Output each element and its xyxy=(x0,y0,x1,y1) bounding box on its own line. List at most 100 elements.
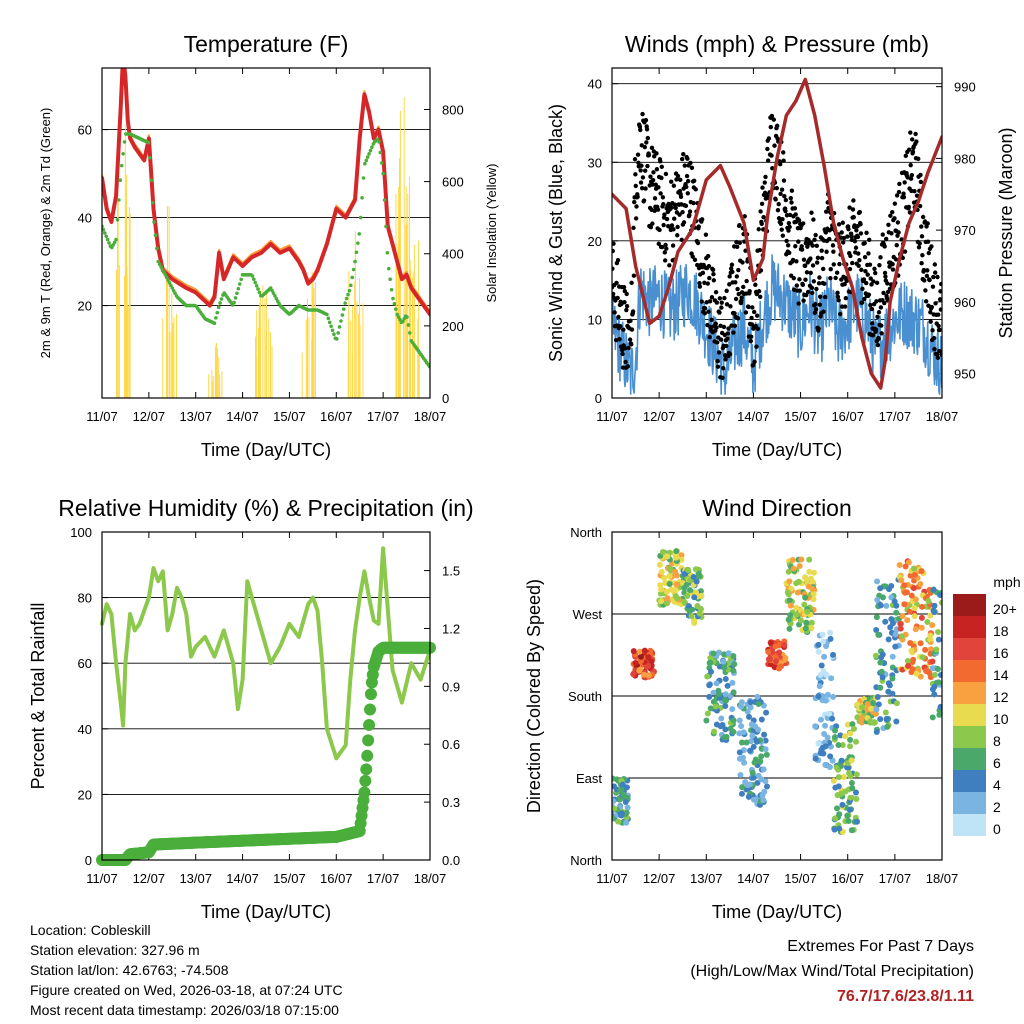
gust-point xyxy=(728,266,734,271)
dewpoint-point xyxy=(112,240,117,245)
direction-point xyxy=(674,595,681,602)
gust-point xyxy=(718,337,724,342)
dewpoint-point xyxy=(250,274,255,278)
direction-point xyxy=(815,648,822,655)
gust-point xyxy=(720,375,725,380)
gust-point xyxy=(702,311,707,316)
x-tick-label: 16/07 xyxy=(831,871,864,886)
gust-point xyxy=(890,261,895,267)
y2-tick-label: 200 xyxy=(442,319,464,334)
gust-point xyxy=(776,216,782,221)
gust-point xyxy=(671,183,677,188)
gust-point xyxy=(793,244,798,249)
gust-point xyxy=(908,176,914,181)
direction-point xyxy=(666,573,673,580)
dewpoint-point xyxy=(351,267,356,272)
gust-point xyxy=(624,291,629,297)
direction-point xyxy=(722,676,729,683)
dewpoint-point xyxy=(370,145,374,149)
direction-point xyxy=(763,783,770,790)
direction-point xyxy=(874,578,881,585)
y2-tick-label: 950 xyxy=(954,367,976,382)
gust-point xyxy=(781,178,787,183)
dewpoint-point xyxy=(360,196,364,200)
gust-point xyxy=(937,327,942,333)
direction-point xyxy=(808,619,815,626)
direction-point xyxy=(666,580,673,587)
gust-point xyxy=(679,237,684,243)
gust-point xyxy=(663,242,668,248)
gust-point xyxy=(687,209,693,214)
direction-point xyxy=(758,753,765,760)
dewpoint-point xyxy=(377,140,381,144)
direction-point xyxy=(867,718,874,725)
gust-point xyxy=(689,165,695,171)
direction-point xyxy=(858,716,865,723)
dewpoint-point xyxy=(392,302,397,306)
direction-point xyxy=(693,578,700,585)
gust-point xyxy=(910,149,916,154)
gust-point xyxy=(856,251,861,256)
direction-point xyxy=(902,589,909,596)
direction-point xyxy=(923,668,930,675)
gust-point xyxy=(718,323,723,329)
gust-point xyxy=(732,311,737,316)
direction-point xyxy=(796,563,803,570)
direction-point xyxy=(913,670,920,677)
gust-point xyxy=(938,289,942,294)
y-tick-label: 20 xyxy=(78,787,92,802)
dewpoint-point xyxy=(332,332,336,337)
direction-point xyxy=(739,784,746,791)
direction-point xyxy=(730,728,737,735)
dewpoint-point xyxy=(233,296,238,300)
gust-point xyxy=(703,232,709,237)
gust-point xyxy=(733,280,738,285)
gust-point xyxy=(759,221,764,226)
gust-point xyxy=(675,233,680,238)
gust-point xyxy=(810,243,815,248)
direction-point xyxy=(930,586,937,593)
dewpoint-point xyxy=(358,215,363,220)
gust-point xyxy=(633,216,639,221)
plot-border xyxy=(101,531,431,861)
plot-border xyxy=(611,67,943,399)
gust-point xyxy=(812,237,817,242)
gust-point xyxy=(821,266,826,272)
gust-point xyxy=(677,212,682,217)
precip-point xyxy=(359,774,372,787)
gust-point xyxy=(849,234,854,239)
direction-point xyxy=(815,641,822,648)
dewpoint-point xyxy=(386,266,391,271)
direction-point xyxy=(878,654,885,661)
direction-point xyxy=(707,659,714,666)
dewpoint-point xyxy=(375,137,380,142)
direction-point xyxy=(659,549,666,556)
dewpoint-point xyxy=(149,178,153,182)
gust-point xyxy=(802,263,808,269)
dewpoint-point xyxy=(256,287,260,291)
dewpoint-point xyxy=(110,245,114,250)
direction-point xyxy=(845,764,852,771)
temp-2m-line xyxy=(102,68,430,317)
gust-point xyxy=(715,340,720,345)
gust-point xyxy=(641,198,647,203)
gust-point xyxy=(629,342,634,347)
gust-point xyxy=(656,185,661,190)
dewpoint-point xyxy=(365,155,370,159)
gust-point xyxy=(778,161,783,167)
x-tick-label: 18/07 xyxy=(414,871,447,886)
gust-point xyxy=(842,304,848,309)
chart-title: Winds (mph) & Pressure (mb) xyxy=(625,31,929,57)
gust-point xyxy=(823,230,829,235)
gust-point xyxy=(913,131,918,137)
direction-point xyxy=(686,607,693,614)
gust-point xyxy=(736,267,741,273)
direction-point xyxy=(798,556,805,563)
gust-point xyxy=(702,280,707,286)
gust-point xyxy=(814,260,820,265)
direction-point xyxy=(842,788,849,795)
gust-point xyxy=(651,170,656,175)
gust-point xyxy=(614,280,619,286)
gust-point xyxy=(697,284,703,289)
direction-point xyxy=(833,764,840,771)
